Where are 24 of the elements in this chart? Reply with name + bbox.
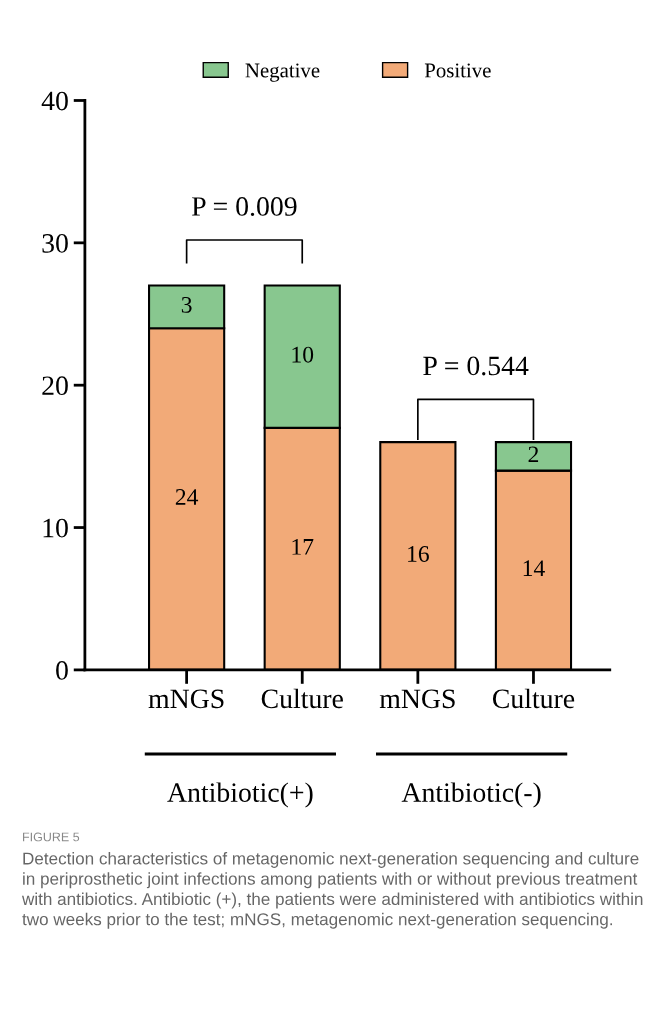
data-label: 24 <box>175 489 199 505</box>
text: Detection characteristics of metagenomic next-generation sequencing and culture in periprosthetic joint infections among patients with or without previous treatment with antibiotics. Antibiotic (+), the patients were administered with antibiotics within two weeks prior to the test; mNGS, metagenomic next-generation sequencing. <box>21 852 643 929</box>
x-tick-label: Culture <box>492 688 575 709</box>
annotation: P = 0.009 <box>192 197 297 216</box>
y-tick-label: 10 <box>43 518 68 538</box>
data-label: 10 <box>292 346 314 363</box>
y-tick-label: 40 <box>41 91 68 111</box>
y-tick-label: 20 <box>42 376 68 396</box>
annotation: P = 0.544 <box>423 356 529 376</box>
legend-label: Positive <box>424 63 491 78</box>
text: Antibiotic(+) <box>167 782 313 808</box>
data-label: 3 <box>181 296 192 313</box>
data-label: 14 <box>523 560 545 576</box>
x-tick-label: Culture <box>261 688 343 709</box>
x-tick-label: mNGS <box>379 689 455 709</box>
text: Antibiotic(-) <box>401 782 541 808</box>
caption: FIGURE 5 <box>23 832 80 842</box>
y-tick-label: 30 <box>42 234 68 253</box>
x-tick-label: mNGS <box>148 689 224 709</box>
data-label: 16 <box>408 546 429 562</box>
y-tick-label: 0 <box>56 661 68 680</box>
data-label: 2 <box>528 446 539 463</box>
legend-label: Negative <box>245 63 320 82</box>
data-label: 17 <box>292 538 314 555</box>
